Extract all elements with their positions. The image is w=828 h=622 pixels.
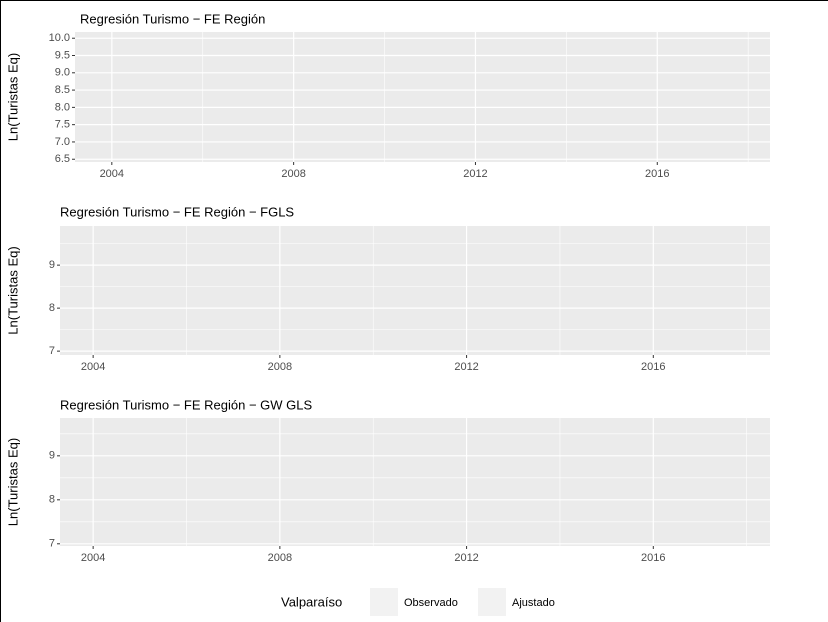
- x-tick-label: 2012: [454, 361, 478, 373]
- x-tick-label: 2004: [81, 552, 105, 564]
- x-tick-label: 2016: [641, 361, 665, 373]
- panel-background: [60, 418, 770, 546]
- x-tick-label: 2004: [100, 168, 124, 180]
- legend-title: Valparaíso: [281, 594, 342, 609]
- x-tick-label: 2004: [81, 361, 105, 373]
- y-tick-label: 8.5: [55, 84, 70, 96]
- legend-entry: Observado: [404, 597, 458, 609]
- y-tick-label: 9: [49, 450, 55, 462]
- chart-title: Regresión Turismo − FE Región: [80, 11, 265, 26]
- y-axis-label: Ln(Turistas Eq): [5, 53, 20, 141]
- y-tick-label: 9.0: [55, 67, 70, 79]
- panel-background: [75, 32, 770, 162]
- y-tick-label: 6.5: [55, 153, 70, 165]
- panel-background: [60, 226, 770, 355]
- legend-entry: Ajustado: [512, 597, 555, 609]
- x-tick-label: 2008: [268, 361, 292, 373]
- x-tick-label: 2016: [645, 168, 669, 180]
- y-tick-label: 7: [49, 538, 55, 550]
- y-tick-label: 9: [49, 259, 55, 271]
- y-tick-label: 8.0: [55, 101, 70, 113]
- x-tick-label: 2016: [641, 552, 665, 564]
- x-tick-label: 2012: [463, 168, 487, 180]
- y-tick-label: 8: [49, 494, 55, 506]
- y-tick-label: 7.0: [55, 136, 70, 148]
- y-tick-label: 7: [49, 345, 55, 357]
- y-axis-label: Ln(Turistas Eq): [5, 246, 20, 334]
- x-tick-label: 2012: [454, 552, 478, 564]
- y-tick-label: 9.5: [55, 49, 70, 61]
- y-axis-label: Ln(Turistas Eq): [5, 438, 20, 526]
- legend-key: [478, 588, 506, 616]
- y-tick-label: 10.0: [49, 32, 70, 44]
- x-tick-label: 2008: [268, 552, 292, 564]
- x-tick-label: 2008: [281, 168, 305, 180]
- legend-key: [370, 588, 398, 616]
- y-tick-label: 7.5: [55, 119, 70, 131]
- chart-title: Regresión Turismo − FE Región − GW GLS: [60, 397, 312, 412]
- chart-title: Regresión Turismo − FE Región − FGLS: [60, 204, 294, 219]
- y-tick-label: 8: [49, 302, 55, 314]
